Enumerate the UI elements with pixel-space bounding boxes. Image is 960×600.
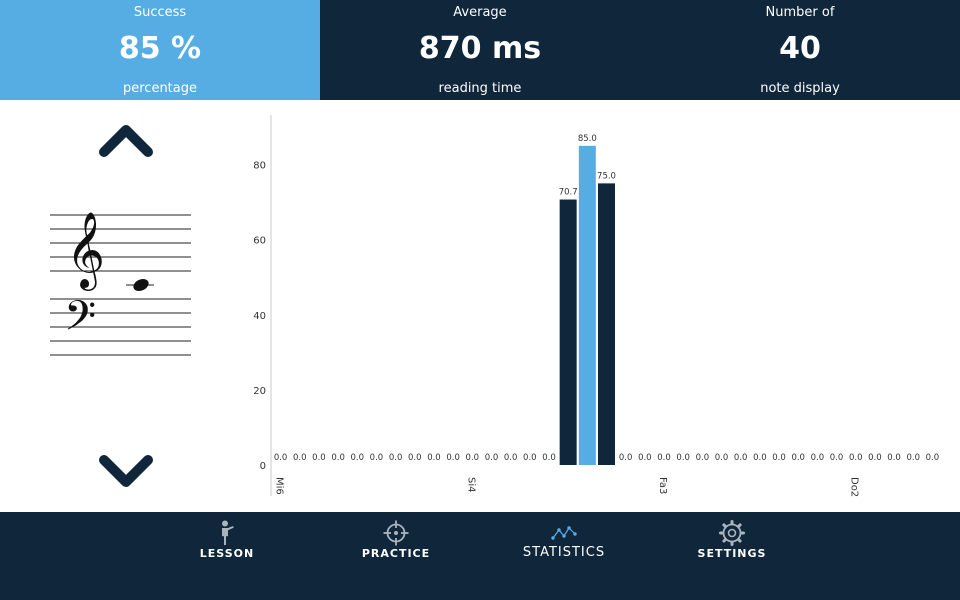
y-tick-label: 80 <box>253 161 266 172</box>
bar <box>598 183 615 465</box>
bar-value-label: 0.0 <box>466 453 480 463</box>
bar-value-label: 0.0 <box>408 453 422 463</box>
bar <box>578 145 596 465</box>
success-title: Success <box>133 5 187 20</box>
tab-statistics[interactable]: STATISTICS <box>494 512 634 600</box>
bar-value-label: 0.0 <box>485 453 499 463</box>
bar-value-label: 0.0 <box>926 453 940 463</box>
bar-value-label: 70.7 <box>559 188 578 198</box>
success-value: 85 % <box>118 31 202 66</box>
bar-value-label: 0.0 <box>370 453 384 463</box>
tab-practice[interactable]: PRACTICE <box>326 512 466 600</box>
grand-staff: 𝄞 𝄢 <box>48 198 194 360</box>
success-stat[interactable]: Success 85 % percentage <box>0 0 320 100</box>
average-value: 870 ms <box>418 31 542 66</box>
bar-value-label: 0.0 <box>696 453 710 463</box>
y-tick-label: 20 <box>253 386 266 397</box>
line-chart-icon <box>551 526 577 540</box>
bar-value-label: 0.0 <box>906 453 920 463</box>
bar-value-label: 0.0 <box>830 453 844 463</box>
scroll-down-button[interactable] <box>98 454 154 490</box>
chevron-down-icon <box>99 455 153 487</box>
note-head <box>133 278 149 292</box>
y-tick-label: 0 <box>260 461 266 472</box>
count-subtitle: note display <box>760 81 840 96</box>
scroll-up-button[interactable] <box>98 122 154 158</box>
bar-value-label: 0.0 <box>791 453 805 463</box>
bar-value-label: 0.0 <box>811 453 825 463</box>
bar-value-label: 0.0 <box>638 453 652 463</box>
count-value: 40 <box>779 31 821 66</box>
x-tick-label: Do2 <box>849 477 860 497</box>
person-pointing-icon <box>222 520 234 545</box>
bar-value-label: 0.0 <box>523 453 537 463</box>
accuracy-bar-chart: 0 20 40 60 80 0.0 0.0 0.0 0.0 0.0 0.0 0.0 0.0 0.0 0.0 0… <box>240 108 960 508</box>
bar-value-label: 0.0 <box>312 453 326 463</box>
success-subtitle: percentage <box>122 81 197 96</box>
bar-value-label: 0.0 <box>734 453 748 463</box>
x-tick-label: Fa3 <box>657 477 668 494</box>
tab-statistics-label: STATISTICS <box>522 545 606 560</box>
average-title: Average <box>453 5 507 20</box>
bar-value-label: 0.0 <box>446 453 460 463</box>
bar-value-label: 0.0 <box>715 453 729 463</box>
average-stat[interactable]: Average 870 ms reading time <box>320 0 640 100</box>
stats-header: Success 85 % percentage Average 870 ms r… <box>0 0 960 100</box>
bar-value-label: 0.0 <box>753 453 767 463</box>
bar-value-label: 0.0 <box>868 453 882 463</box>
x-tick-label: Mi6 <box>274 477 285 495</box>
bar-value-label: 0.0 <box>351 453 365 463</box>
y-tick-label: 60 <box>253 236 266 247</box>
crosshair-icon <box>383 520 409 546</box>
bar-value-label: 0.0 <box>293 453 307 463</box>
tab-lesson[interactable]: LESSON <box>157 512 297 600</box>
bar-value-label: 0.0 <box>772 453 786 463</box>
bar-value-label: 0.0 <box>619 453 633 463</box>
bar <box>559 199 577 466</box>
bass-clef: 𝄢 <box>64 292 96 350</box>
treble-clef: 𝄞 <box>66 211 105 291</box>
bar-value-label: 0.0 <box>676 453 690 463</box>
bar-value-label: 0.0 <box>504 453 518 463</box>
tab-practice-label: PRACTICE <box>361 547 431 560</box>
bar-value-label: 0.0 <box>389 453 403 463</box>
average-subtitle: reading time <box>438 81 522 96</box>
bar-value-label: 75.0 <box>597 171 616 181</box>
count-title: Number of <box>765 5 835 20</box>
bar-value-label: 0.0 <box>657 453 671 463</box>
gear-icon <box>719 520 745 546</box>
bar-value-label: 0.0 <box>274 453 288 463</box>
tab-settings[interactable]: SETTINGS <box>662 512 802 600</box>
bar-value-label: 0.0 <box>331 453 345 463</box>
bottom-tab-bar: LESSON PRACTICE STATISTICS <box>0 512 960 600</box>
x-tick-label: Si4 <box>465 477 476 493</box>
tab-lesson-label: LESSON <box>199 547 255 560</box>
bar-value-label: 0.0 <box>427 453 441 463</box>
bar-value-label: 85.0 <box>578 134 597 144</box>
chevron-up-icon <box>99 125 153 157</box>
y-tick-label: 40 <box>253 311 266 322</box>
bar-value-label: 0.0 <box>542 453 556 463</box>
count-stat[interactable]: Number of 40 note display <box>640 0 960 100</box>
bar-value-label: 0.0 <box>849 453 863 463</box>
tab-settings-label: SETTINGS <box>697 547 767 560</box>
bar-value-label: 0.0 <box>887 453 901 463</box>
